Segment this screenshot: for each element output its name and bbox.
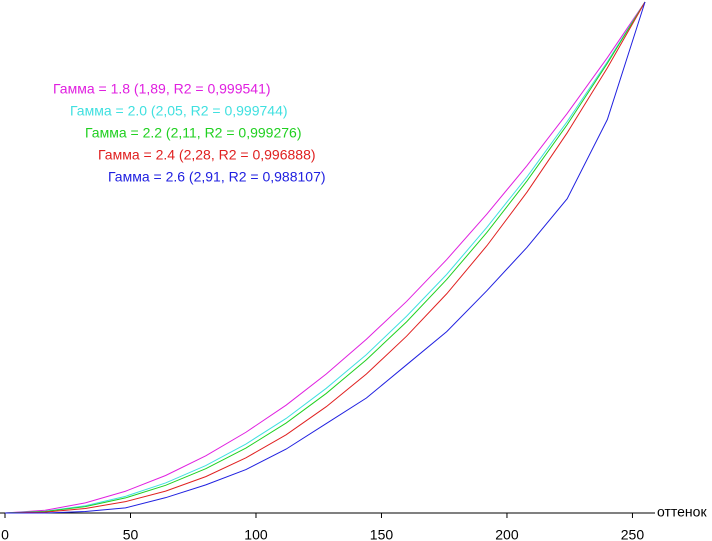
legend-label: Гамма = 2.0 (2,05, R2 = 0,999744): [70, 103, 288, 119]
series-line: [4, 1, 646, 514]
x-tick-label: 250: [621, 527, 645, 541]
series-line: [4, 1, 646, 514]
legend-label: Гамма = 2.2 (2,11, R2 = 0,999276): [85, 125, 301, 141]
series-line: [5, 1, 646, 514]
legend-label: Гамма = 2.6 (2,91, R2 = 0,988107): [108, 169, 326, 185]
legend-label: Гамма = 1.8 (1,89, R2 = 0,999541): [53, 81, 271, 97]
x-axis-label: оттенок: [657, 504, 707, 520]
x-tick-label: 0: [1, 527, 9, 541]
series-line: [4, 1, 646, 514]
x-tick-label: 150: [370, 527, 394, 541]
x-tick-label: 200: [495, 527, 519, 541]
x-tick-label: 50: [123, 527, 139, 541]
x-tick-label: 100: [244, 527, 268, 541]
series-line: [4, 1, 646, 514]
legend-label: Гамма = 2.4 (2,28, R2 = 0,996888): [98, 147, 316, 163]
